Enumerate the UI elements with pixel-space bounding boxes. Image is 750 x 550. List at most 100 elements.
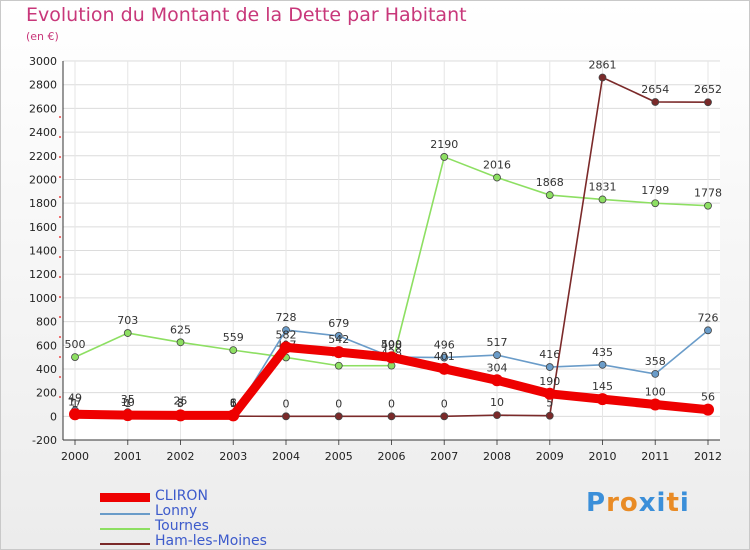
data-point — [651, 370, 660, 378]
x-tick-label: 2007 — [430, 450, 458, 463]
y-tick-label: 400 — [36, 363, 57, 376]
chart-subtitle: (en €) — [26, 30, 59, 43]
data-point — [121, 409, 134, 422]
data-point — [651, 199, 660, 208]
data-point — [596, 393, 609, 406]
data-point — [704, 98, 712, 107]
y-tick-label: 800 — [36, 316, 57, 329]
data-label: 2016 — [483, 159, 511, 172]
data-point — [438, 362, 451, 375]
legend-label: Ham-les-Moines — [155, 533, 267, 549]
x-tick-label: 2005 — [325, 450, 353, 463]
x-tick-label: 2006 — [378, 450, 406, 463]
data-label: 517 — [487, 336, 508, 349]
data-point — [229, 346, 238, 355]
data-label: 500 — [65, 338, 86, 351]
data-point — [649, 398, 662, 411]
legend-swatch-lonny — [100, 513, 150, 515]
logo-letter: r — [606, 488, 620, 518]
data-label: 25 — [174, 394, 188, 407]
data-point — [334, 412, 343, 421]
data-label: 56 — [701, 391, 715, 404]
data-point — [123, 329, 132, 337]
data-point — [493, 411, 501, 420]
data-label: 559 — [223, 331, 244, 344]
data-label: 542 — [328, 333, 349, 346]
legend-swatch-cliron — [100, 493, 150, 502]
legend-swatch-ham-les-moines — [100, 543, 150, 545]
x-tick-label: 2009 — [536, 450, 564, 463]
y-tick-label: 600 — [36, 339, 57, 352]
data-point — [598, 195, 607, 204]
data-label: 10 — [490, 396, 504, 409]
x-tick-label: 2008 — [483, 450, 511, 463]
y-tick-label: 2600 — [29, 102, 57, 115]
y-tick-label: 1600 — [29, 221, 57, 234]
y-tick-label: 1800 — [29, 197, 57, 210]
data-label: 1868 — [536, 176, 564, 189]
data-label: 190 — [539, 375, 560, 388]
data-label: 500 — [381, 338, 402, 351]
data-label: 1 — [124, 397, 131, 410]
data-label: 1 — [230, 397, 237, 410]
x-tick-label: 2001 — [114, 450, 142, 463]
x-tick-label: 2003 — [219, 450, 247, 463]
data-point — [598, 360, 607, 369]
legend-label: CLIRON — [155, 488, 208, 504]
y-tick-label: -200 — [32, 434, 57, 447]
logo-letter: i — [656, 488, 667, 518]
logo-letter: P — [586, 488, 607, 518]
data-point — [282, 412, 290, 421]
data-label: 145 — [592, 380, 613, 393]
x-tick-label: 2010 — [589, 450, 617, 463]
data-point — [493, 351, 501, 359]
data-label: 2652 — [694, 83, 722, 96]
y-tick-label: 1200 — [29, 268, 57, 281]
data-label: 358 — [645, 355, 666, 368]
data-label: 625 — [170, 323, 191, 336]
data-label: 728 — [276, 311, 297, 324]
data-label: 1799 — [641, 184, 669, 197]
data-point — [174, 409, 187, 422]
data-point — [282, 326, 290, 334]
data-point — [69, 408, 81, 421]
x-tick-label: 2011 — [641, 450, 669, 463]
logo-letter: x — [638, 488, 657, 518]
chart-title: Evolution du Montant de la Dette par Hab… — [26, 4, 467, 26]
data-label: 726 — [698, 311, 719, 324]
proxiti-logo: Proxiti — [586, 488, 690, 518]
data-label: 100 — [645, 385, 666, 398]
y-tick-label: 1400 — [29, 245, 57, 258]
data-label: 498 — [381, 338, 402, 351]
data-label: 0 — [441, 397, 448, 410]
x-tick-label: 2004 — [272, 450, 300, 463]
data-point — [440, 353, 449, 362]
data-label: 1831 — [589, 180, 617, 193]
logo-letter: i — [679, 488, 690, 518]
data-label: 10 — [121, 396, 135, 409]
data-label: 3 — [177, 397, 184, 410]
legend-swatch-tournes — [100, 528, 150, 530]
data-label: 6 — [230, 397, 237, 410]
data-label: 416 — [539, 348, 560, 361]
data-point — [71, 353, 79, 361]
x-tick-label: 2000 — [61, 450, 89, 463]
logo-letter: t — [666, 488, 680, 518]
data-point — [598, 73, 607, 82]
data-label: 1 — [72, 397, 79, 410]
data-point — [385, 351, 398, 364]
data-point — [334, 331, 343, 340]
data-point — [387, 412, 396, 421]
y-tick-label: 2400 — [29, 126, 57, 139]
y-tick-label: 2000 — [29, 173, 57, 186]
data-point — [227, 409, 240, 422]
data-point — [545, 411, 554, 420]
data-label: 8 — [230, 396, 237, 409]
data-label: 1778 — [694, 187, 722, 200]
data-label: 17 — [68, 395, 82, 408]
legend-label: Tournes — [155, 518, 209, 534]
data-point — [704, 201, 712, 210]
data-label: 2861 — [589, 58, 617, 71]
legend-label: Lonny — [155, 503, 198, 519]
